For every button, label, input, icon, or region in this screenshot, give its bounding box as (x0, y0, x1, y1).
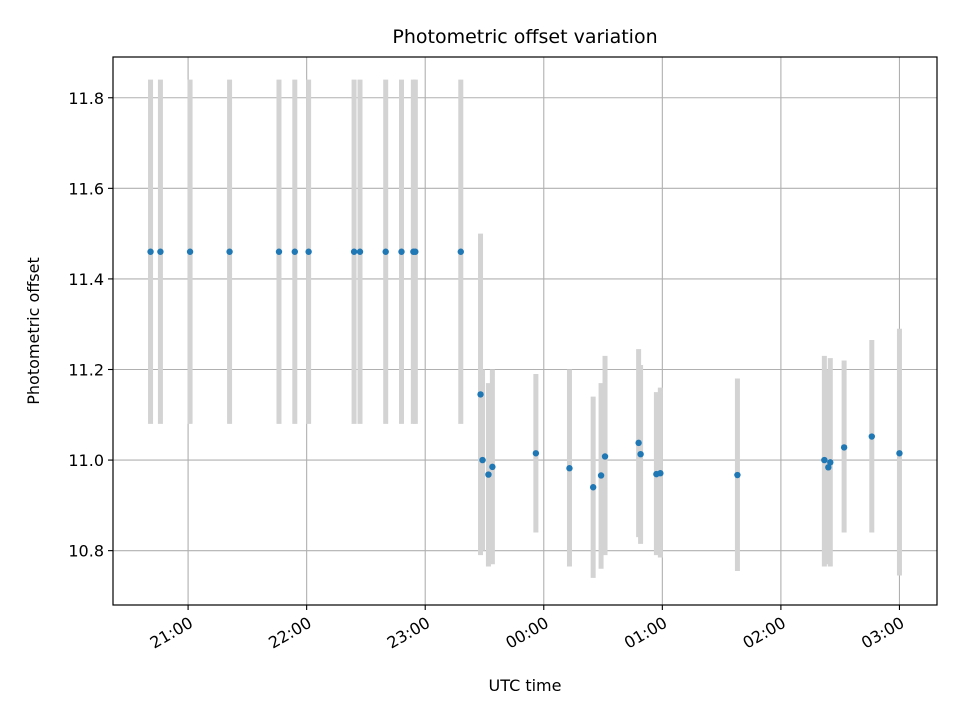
data-point (821, 456, 828, 464)
data-point (840, 444, 848, 451)
data-point (532, 450, 540, 457)
chart-title: Photometric offset variation (392, 26, 657, 48)
data-point (589, 484, 597, 491)
data-point (350, 248, 358, 255)
data-point (147, 248, 154, 255)
point-layer (147, 248, 903, 491)
y-axis-label: Photometric offset (24, 257, 43, 405)
data-point (275, 248, 283, 255)
data-point (657, 470, 664, 477)
data-point (291, 248, 298, 255)
y-tick-label: 10.8 (68, 542, 104, 561)
data-point (601, 453, 609, 460)
x-axis-label: UTC time (489, 676, 562, 695)
y-tick-label: 11.8 (68, 89, 104, 108)
data-point (382, 248, 389, 255)
data-point (635, 439, 642, 447)
data-point (157, 248, 164, 255)
data-point (734, 471, 741, 479)
y-tick-label: 11.0 (68, 451, 104, 470)
y-tick-label: 11.4 (68, 270, 104, 289)
y-axis-ticks: 10.8 11.0 11.2 11.4 11.6 11.8 (68, 89, 113, 561)
data-point (226, 248, 233, 255)
data-point (398, 248, 405, 255)
data-point (489, 463, 496, 471)
data-point (827, 459, 834, 466)
data-point (637, 450, 644, 458)
data-point (479, 456, 486, 464)
data-point (457, 248, 464, 255)
data-point (597, 472, 605, 479)
data-point (356, 248, 364, 255)
y-tick-label: 11.6 (68, 179, 104, 198)
data-point (186, 248, 194, 255)
data-point (566, 465, 573, 472)
data-point (412, 248, 419, 255)
data-point (896, 450, 903, 457)
data-point (477, 391, 484, 398)
data-point (825, 464, 832, 471)
data-point (305, 248, 312, 255)
plot-frame (112, 56, 938, 606)
y-tick-label: 11.2 (68, 360, 104, 379)
data-point (868, 433, 875, 440)
data-point (485, 471, 492, 478)
